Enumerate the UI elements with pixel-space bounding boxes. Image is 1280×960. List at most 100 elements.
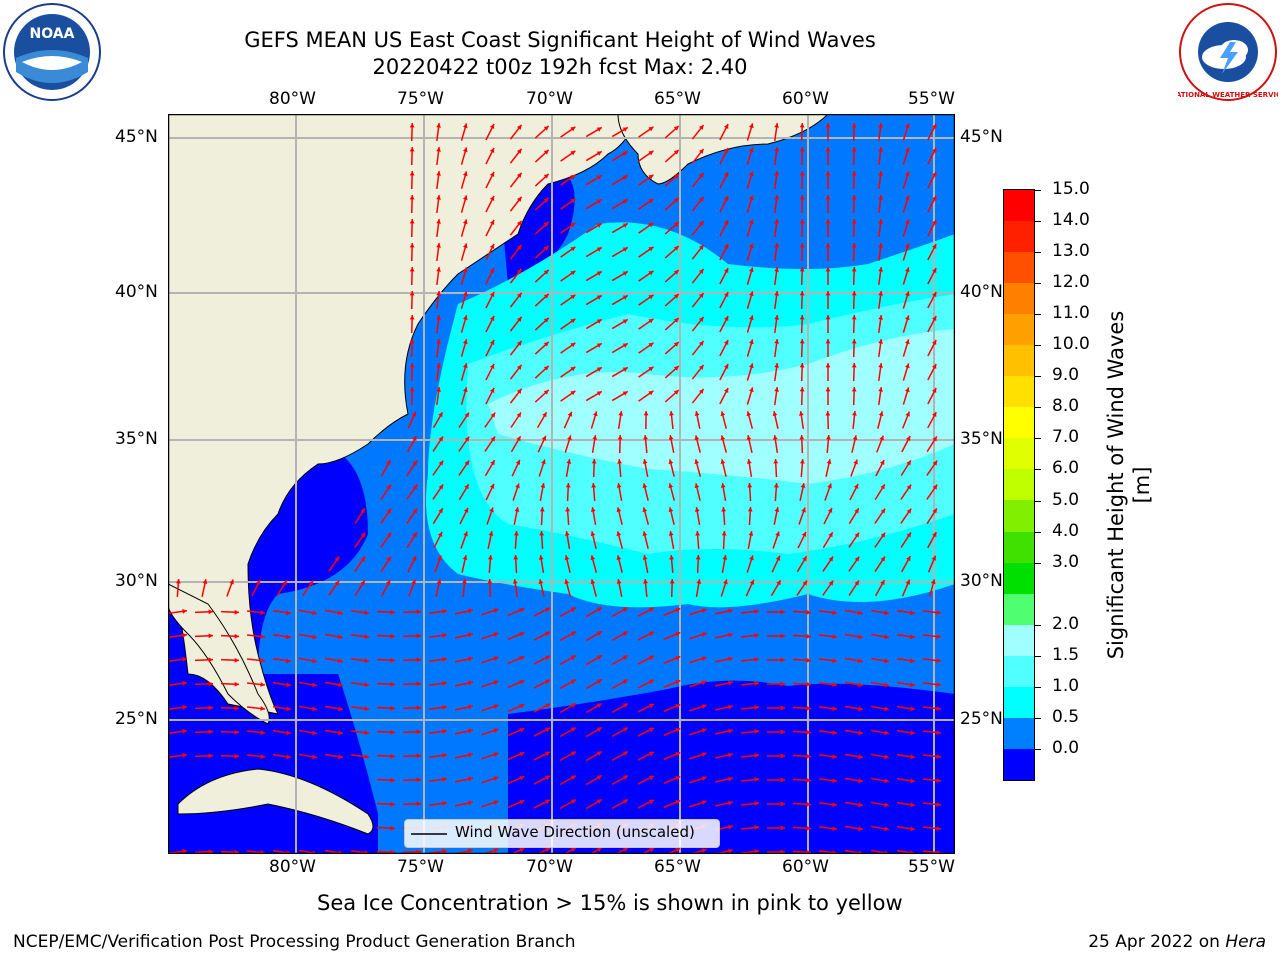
wind-arrow-head (701, 656, 707, 661)
wind-arrow-head (442, 705, 447, 710)
wind-arrow-head (436, 219, 441, 224)
wind-arrow-head (436, 195, 441, 200)
wind-arrow-head (364, 610, 369, 615)
wind-arrow-head (827, 483, 832, 489)
colorbar-segment (1004, 624, 1034, 656)
wind-arrow-head (851, 243, 857, 248)
wind-arrow-head (936, 730, 941, 735)
wind-arrow-head (516, 412, 521, 418)
wind-arrow-head (749, 219, 754, 225)
wind-arrow-head (564, 579, 570, 585)
wind-arrow-head (825, 339, 831, 344)
wind-arrow-head (746, 411, 752, 417)
wind-arrow-head (622, 175, 628, 180)
wind-arrow-head (728, 704, 733, 710)
wind-arrow-head (286, 754, 291, 760)
wind-arrow-head (338, 706, 343, 712)
wind-arrow-head (234, 681, 239, 687)
wind-arrow-head (338, 610, 343, 616)
wind-arrow-head (906, 556, 911, 562)
colorbar-tick-mark (1035, 655, 1041, 657)
colorbar-tick-label: 7.0 (1052, 427, 1080, 448)
wind-arrow-head (596, 847, 602, 852)
wind-arrow-head (780, 705, 785, 711)
wind-arrow-head (694, 411, 700, 416)
wind-arrow-head (825, 363, 831, 368)
colorbar-segment (1004, 469, 1034, 501)
wind-arrow-head (436, 339, 441, 344)
wind-arrow-head (749, 267, 754, 273)
wind-arrow-head (570, 222, 576, 228)
wind-arrow-head (493, 848, 499, 853)
lon-label-top: 75°W (397, 89, 444, 109)
wind-arrow-head (694, 459, 700, 465)
wind-arrow-head (516, 196, 522, 202)
wind-arrow-head (774, 195, 780, 200)
wind-arrow-head (675, 800, 681, 805)
wind-arrow-head (936, 802, 941, 807)
wind-arrow-head (799, 123, 805, 128)
wind-arrow-head (749, 555, 754, 561)
wind-arrow-head (338, 682, 343, 688)
wind-arrow-head (858, 730, 863, 736)
wind-arrow-head (905, 363, 910, 369)
wind-arrow-head (462, 291, 468, 297)
graticule (168, 114, 955, 854)
wind-arrow-head (832, 802, 837, 807)
wind-arrow-head (880, 556, 885, 562)
wind-arrow-head (649, 679, 655, 685)
wind-arrow-head (462, 267, 468, 273)
land-us-coast (168, 114, 639, 715)
wind-arrow-head (442, 609, 447, 614)
wind-arrow-head (905, 267, 910, 273)
lat-label-left: 40°N (115, 282, 158, 302)
wind-arrow-head (411, 411, 417, 417)
wind-arrow-head (182, 729, 187, 734)
wind-arrow-head (773, 459, 779, 464)
wind-arrow-head (513, 531, 519, 536)
wind-arrow-head (642, 459, 648, 464)
wind-arrow-head (806, 681, 811, 687)
wind-arrow-head (467, 776, 473, 782)
wind-arrow-head (622, 847, 628, 852)
wind-arrow-head (543, 341, 549, 347)
wind-arrow-head (780, 777, 785, 783)
wind-arrow-head (308, 580, 314, 586)
wind-arrow-head (780, 657, 785, 663)
colorbar-segment (1004, 500, 1034, 532)
wind-arrow-head (931, 555, 936, 561)
wind-arrow-head (412, 460, 417, 466)
wind-arrow-head (720, 459, 726, 465)
wind-arrow-head (182, 849, 187, 854)
colorbar-tick-mark (1035, 252, 1041, 254)
wind-arrow-head (673, 270, 679, 275)
wind-arrow-head (698, 124, 704, 130)
colorbar-tick-mark (1035, 376, 1041, 378)
wind-arrow-head (464, 412, 469, 418)
sea-ice-caption: Sea Ice Concentration > 15% is shown in … (317, 891, 903, 915)
colorbar-segment (1004, 283, 1034, 315)
wind-arrow-head (728, 608, 733, 614)
wind-arrow-head (543, 173, 549, 179)
wind-arrow-head (338, 658, 343, 664)
wind-arrow-head (334, 556, 340, 562)
wind-arrow-head (675, 752, 681, 757)
wind-arrow-head (851, 219, 857, 224)
wind-arrow-head (673, 390, 679, 395)
wind-arrow-head (749, 339, 754, 345)
wind-arrow-head (493, 656, 499, 661)
wind-arrow-head (467, 752, 473, 758)
wind-arrow-head (754, 705, 759, 710)
wind-arrow-head (675, 680, 681, 685)
wind-arrow-head (543, 389, 549, 395)
wind-arrow-head (780, 681, 785, 687)
wind-arrow-head (754, 801, 759, 806)
wind-arrow-head (622, 607, 628, 612)
wind-arrow-head (749, 579, 755, 585)
colorbar-segment (1004, 686, 1034, 718)
wind-arrow-head (260, 706, 265, 711)
wind-arrow-head (774, 243, 780, 248)
wind-arrow-head (884, 778, 889, 784)
wind-arrow-head (932, 340, 937, 346)
wind-arrow-head (905, 123, 910, 129)
